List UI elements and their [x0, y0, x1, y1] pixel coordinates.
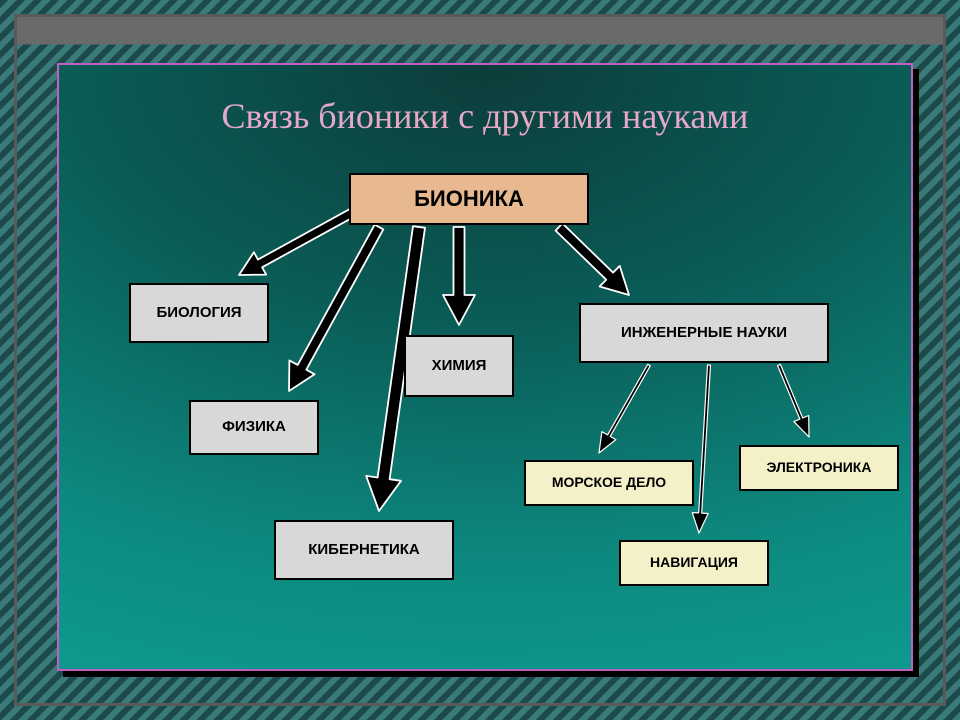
- node-nav: НАВИГАЦИЯ: [619, 540, 769, 586]
- node-biology: БИОЛОГИЯ: [129, 283, 269, 343]
- arrow-4: [556, 223, 629, 295]
- arrow-0: [239, 205, 361, 275]
- arrow-7: [778, 364, 809, 437]
- node-physics: ФИЗИКА: [189, 400, 319, 455]
- slide-title: Связь бионики с другими науками: [59, 95, 911, 137]
- inner-frame: Связь бионики с другими науками БИОНИКА Б…: [14, 14, 946, 706]
- node-chemistry: ХИМИЯ: [404, 335, 514, 397]
- slide: Связь бионики с другими науками БИОНИКА Б…: [57, 63, 913, 671]
- arrow-6: [692, 365, 710, 533]
- arrow-3: [443, 227, 475, 325]
- node-elec: ЭЛЕКТРОНИКА: [739, 445, 899, 491]
- node-cyber: КИБЕРНЕТИКА: [274, 520, 454, 580]
- outer-frame: Связь бионики с другими науками БИОНИКА Б…: [0, 0, 960, 720]
- node-marine: МОРСКОЕ ДЕЛО: [524, 460, 694, 506]
- node-eng: ИНЖЕНЕРНЫЕ НАУКИ: [579, 303, 829, 363]
- node-bionika: БИОНИКА: [349, 173, 589, 225]
- arrow-1: [289, 225, 383, 391]
- arrow-5: [599, 364, 650, 453]
